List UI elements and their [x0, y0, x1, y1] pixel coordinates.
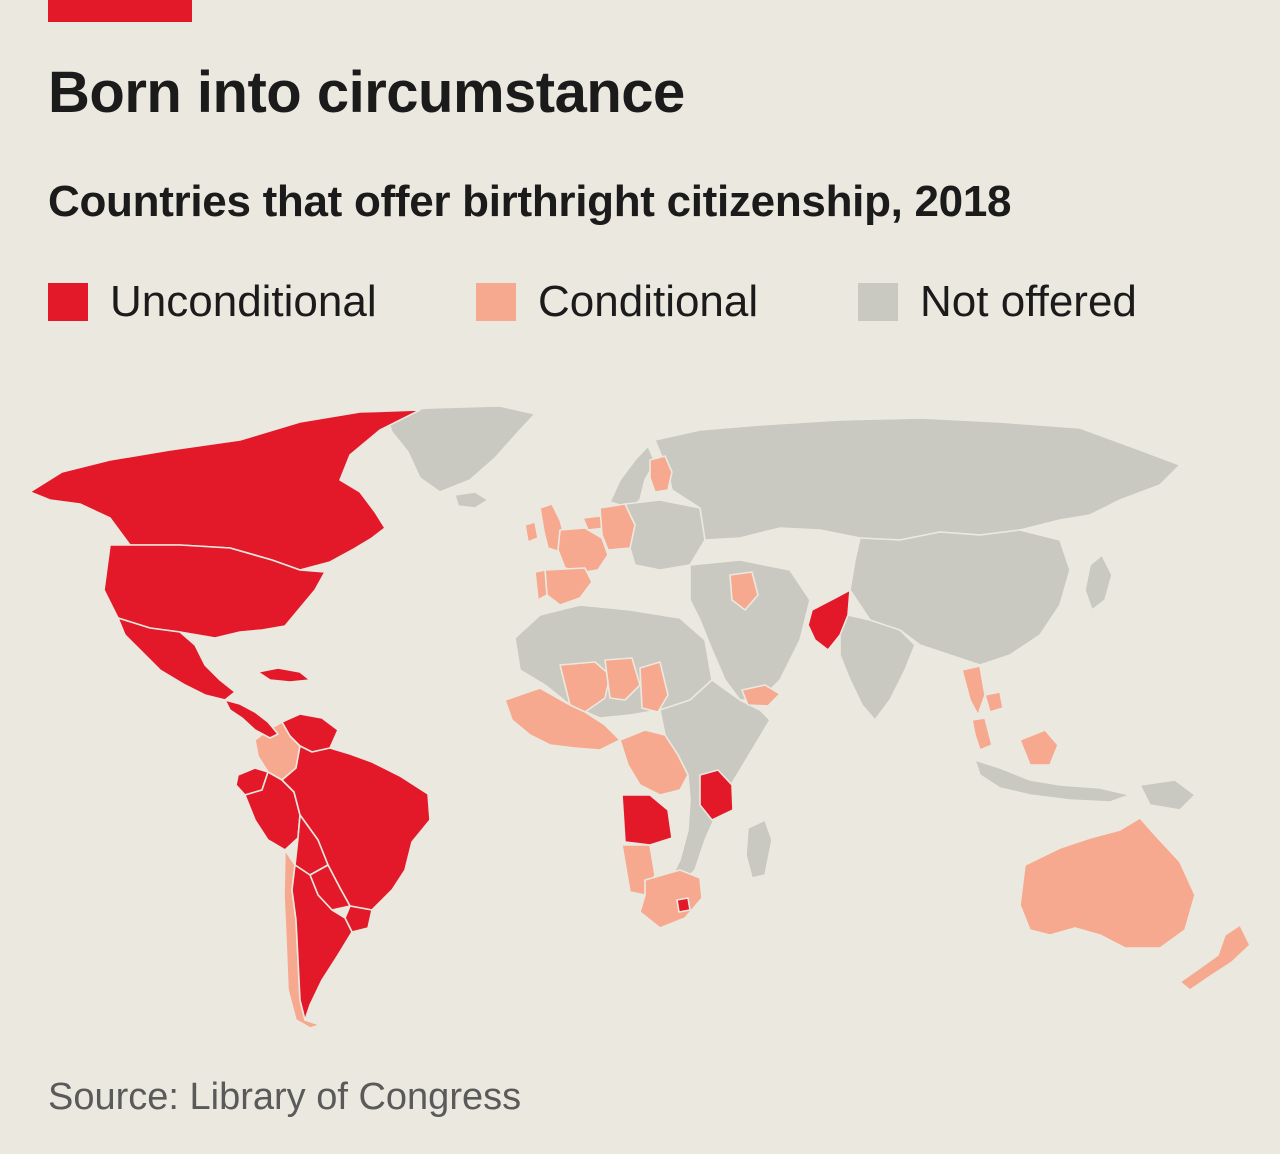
legend-item-conditional: Conditional [476, 280, 758, 324]
region-cambodia [984, 691, 1004, 713]
region-papua-new-guinea [1139, 779, 1196, 811]
accent-bar [48, 0, 192, 22]
legend-swatch-not-offered [858, 283, 898, 321]
region-new-zealand [1179, 924, 1251, 991]
region-yemen [741, 684, 781, 707]
legend-swatch-unconditional [48, 283, 88, 321]
region-angola [621, 794, 673, 846]
region-france [557, 527, 609, 573]
region-china [849, 529, 1071, 666]
legend-swatch-conditional [476, 283, 516, 321]
region-mexico [117, 617, 236, 701]
region-russia [654, 417, 1181, 541]
chart-subtitle: Countries that offer birthright citizens… [48, 177, 1012, 226]
region-madagascar [745, 819, 773, 879]
legend-item-not-offered: Not offered [858, 280, 1137, 324]
region-malaysia [971, 717, 993, 751]
region-argentina [291, 864, 353, 1021]
region-canada [29, 409, 421, 571]
region-spain [544, 567, 593, 606]
region-ireland [524, 521, 539, 543]
region-indonesia [974, 759, 1131, 803]
legend-label-unconditional: Unconditional [110, 277, 377, 326]
region-scandinavia [609, 445, 656, 509]
legend-label-not-offered: Not offered [920, 277, 1137, 326]
region-pakistan [807, 589, 851, 651]
world-map-svg [29, 405, 1251, 1029]
region-congo [619, 729, 689, 796]
region-west-africa [504, 687, 621, 751]
region-finland [649, 455, 673, 493]
region-caribbean [257, 667, 311, 683]
region-chad [639, 661, 669, 713]
legend-item-unconditional: Unconditional [48, 280, 377, 324]
region-niger [604, 657, 641, 701]
region-australia [1019, 817, 1196, 949]
region-lesotho [676, 897, 691, 913]
region-borneo [1019, 729, 1059, 766]
region-central-america [224, 699, 279, 739]
region-greenland [384, 405, 536, 493]
region-germany [599, 503, 636, 551]
region-iceland [454, 491, 489, 509]
region-south-africa [639, 869, 703, 929]
region-india [839, 614, 916, 721]
region-uruguay [344, 905, 373, 933]
source-note: Source: Library of Congress [48, 1076, 522, 1118]
region-eastern-europe [624, 499, 706, 571]
region-tanzania [699, 769, 734, 821]
chart-title: Born into circumstance [48, 60, 685, 125]
region-thailand [961, 665, 986, 716]
region-japan [1084, 554, 1113, 611]
legend-label-conditional: Conditional [538, 277, 759, 326]
region-portugal [534, 569, 548, 601]
world-map [0, 400, 1280, 1040]
region-iraq [729, 571, 759, 611]
